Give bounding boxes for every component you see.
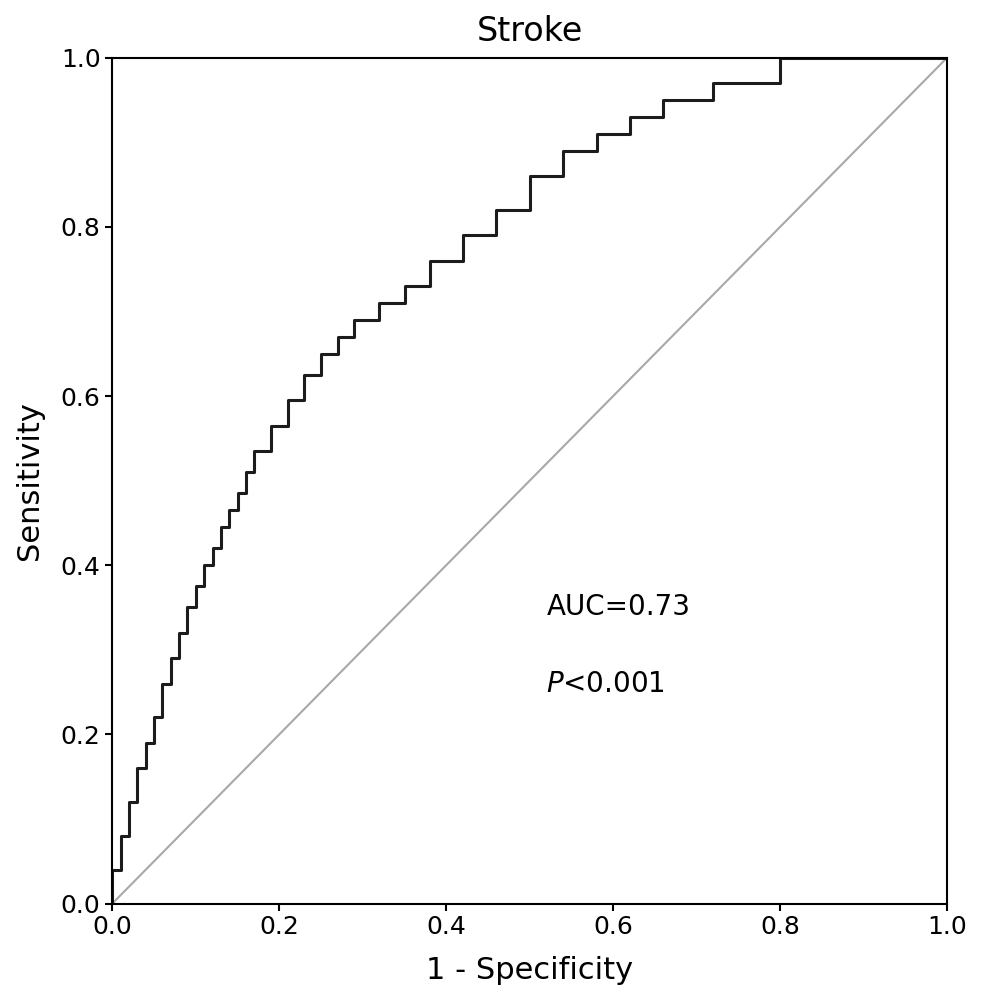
Title: Stroke: Stroke xyxy=(476,15,583,48)
X-axis label: 1 - Specificity: 1 - Specificity xyxy=(426,956,633,985)
Y-axis label: Sensitivity: Sensitivity xyxy=(15,401,44,560)
Text: AUC=0.73: AUC=0.73 xyxy=(546,593,690,621)
Text: $\it{P}$<0.001: $\it{P}$<0.001 xyxy=(546,670,665,698)
